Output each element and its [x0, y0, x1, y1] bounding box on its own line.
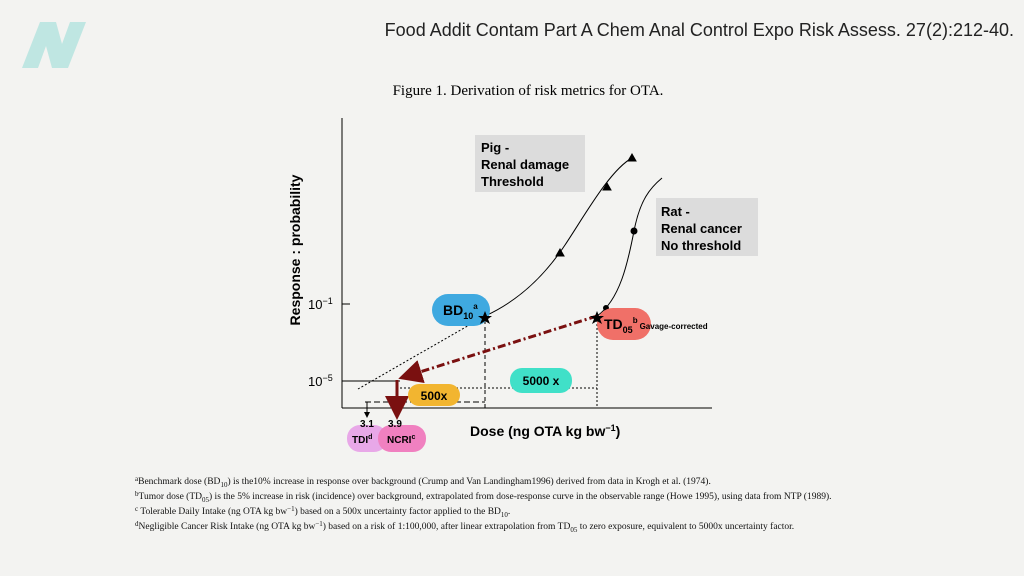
rat-curve	[596, 177, 663, 317]
pig-curve	[484, 157, 633, 317]
rat-label: Renal cancer	[661, 221, 742, 236]
y-label: 10−1	[308, 296, 333, 312]
diagram	[341, 118, 758, 452]
footnote: bTumor dose (TD05) is the 5% increase in…	[135, 490, 832, 504]
pig-label: Threshold	[481, 174, 544, 189]
marker	[602, 181, 612, 191]
citation: Food Addit Contam Part A Chem Anal Contr…	[385, 20, 1014, 40]
text: Gavage-corrected	[640, 322, 708, 331]
sub: 05	[202, 496, 210, 504]
text: ) is the10% increase in response over ba…	[227, 476, 710, 487]
figure-title: Figure 1. Derivation of risk metrics for…	[393, 83, 664, 99]
footnote: dNegligible Cancer Risk Intake (ng OTA k…	[135, 520, 794, 534]
marker	[555, 247, 565, 257]
marker	[630, 227, 638, 235]
sub: 05	[570, 526, 578, 534]
text: TDI	[352, 435, 368, 446]
sup: a	[473, 302, 478, 311]
text: NCRI	[387, 435, 412, 446]
text: BD	[443, 302, 463, 318]
sup: −5	[322, 373, 332, 383]
text: Tumor dose (TD	[139, 491, 203, 502]
marker	[627, 152, 637, 162]
sup: d	[135, 520, 139, 528]
sub: 10	[220, 481, 228, 489]
sub: 10	[463, 311, 473, 321]
rat-label: No threshold	[661, 238, 741, 253]
bd-badge	[432, 294, 490, 326]
sup: c	[411, 434, 415, 441]
text: TD	[604, 316, 623, 332]
label-box	[656, 198, 758, 256]
td-badge	[597, 308, 651, 340]
badge	[347, 425, 387, 452]
value-label: 3.1	[360, 419, 374, 430]
text: 10	[308, 374, 322, 389]
text: ) based on a 500x uncertainty factor app…	[295, 506, 501, 517]
badge	[378, 425, 426, 452]
text: to zero exposure, equivalent to 5000x un…	[577, 521, 794, 532]
extrapolation	[357, 315, 486, 390]
factor-label: 500x	[421, 389, 448, 403]
badge	[510, 368, 572, 393]
text: )	[616, 423, 621, 439]
rat-label: Rat -	[661, 204, 690, 219]
y-label: 10−5	[308, 373, 333, 389]
text: Dose (ng OTA kg bw	[470, 423, 605, 439]
red-arrow	[398, 314, 598, 384]
text: Negligible Cancer Risk Intake (ng OTA kg…	[139, 521, 316, 532]
sup: −1	[322, 296, 332, 306]
factor-label: 5000 x	[523, 374, 560, 388]
y-axis-label: Response : probability	[287, 174, 303, 325]
badge	[408, 384, 460, 406]
bd-label: BD10a	[443, 302, 478, 321]
label-box	[475, 135, 585, 192]
x-axis-label: Dose (ng OTA kg bw−1)	[470, 423, 620, 439]
sub: 10	[501, 511, 509, 519]
text: .	[508, 507, 510, 517]
text: ) based on a risk of 1:100,000, after li…	[323, 521, 571, 532]
star	[478, 311, 492, 324]
sup: b	[135, 490, 139, 498]
text: 10	[308, 297, 322, 312]
sup: −1	[315, 520, 323, 528]
text: Benchmark dose (BD	[138, 476, 220, 487]
footnote: c Tolerable Daily Intake (ng OTA kg bw−1…	[135, 505, 510, 519]
sub: 05	[623, 325, 633, 335]
star	[590, 311, 604, 324]
sup: −1	[287, 505, 295, 513]
text: Tolerable Daily Intake (ng OTA kg bw	[138, 506, 287, 517]
tdi-label: TDId	[352, 434, 372, 446]
sup: b	[633, 316, 638, 325]
sup: a	[135, 475, 139, 483]
sup: c	[135, 505, 138, 513]
sup: d	[368, 434, 372, 441]
sup: −1	[605, 423, 615, 433]
value-label: 3.9	[388, 419, 402, 430]
logo	[22, 22, 86, 68]
footnote: aBenchmark dose (BD10) is the10% increas…	[135, 475, 711, 489]
pig-label: Renal damage	[481, 157, 569, 172]
pig-label: Pig -	[481, 140, 509, 155]
text: ) is the 5% increase in risk (incidence)…	[209, 491, 831, 502]
td-label: TD05bGavage-corrected	[604, 316, 708, 335]
footnotes: aBenchmark dose (BD10) is the10% increas…	[135, 475, 832, 534]
ncri-label: NCRIc	[387, 434, 415, 446]
labels: Response : probability Dose (ng OTA kg b…	[287, 140, 742, 446]
